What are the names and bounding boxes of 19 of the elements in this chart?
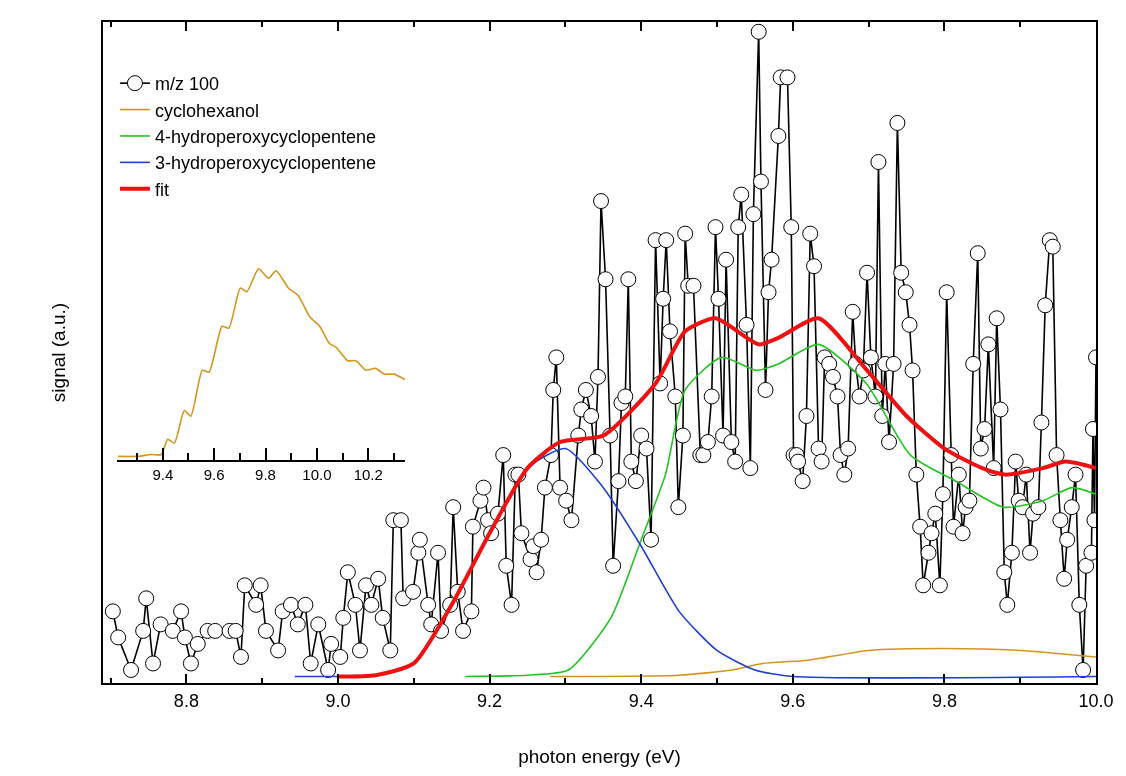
x-tick-label: 10.0: [1078, 690, 1114, 711]
legend-label: m/z 100: [154, 74, 219, 95]
y-axis-title: signal (a.u.): [48, 302, 70, 403]
x-tick-label: 9.8: [931, 690, 957, 711]
x-tick-label: 9.6: [203, 466, 225, 484]
x-tick-label: 8.8: [173, 690, 199, 711]
x-tick-label: 9.2: [477, 690, 503, 711]
x-tick-label: 9.0: [325, 690, 351, 711]
legend-label: 4-hydroperoxycyclopentene: [154, 126, 377, 147]
x-tick-label: 9.8: [255, 466, 276, 484]
x-tick-label: 9.4: [152, 466, 174, 484]
x-tick-label: 10.2: [353, 466, 383, 484]
legend-label: 3-hydroperoxycyclopentene: [154, 153, 377, 174]
x-tick-label: 10.0: [302, 466, 332, 484]
legend-label: fit: [154, 179, 169, 200]
legend-label: cyclohexanol: [154, 100, 259, 121]
x-tick-label: 9.6: [780, 690, 806, 711]
x-axis-title: photon energy (eV): [518, 745, 681, 767]
x-tick-label: 9.4: [628, 690, 654, 711]
